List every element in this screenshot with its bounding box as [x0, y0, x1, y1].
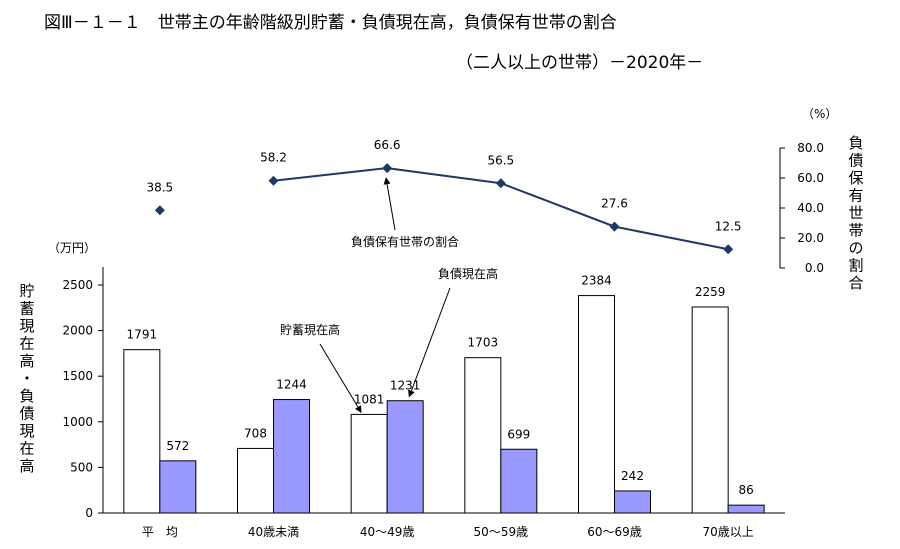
debt-value-label: 699: [507, 427, 530, 441]
right-axis-title-char: の: [848, 239, 863, 257]
left-tick-label: 2000: [62, 324, 93, 338]
right-axis-title-char: 帯: [848, 222, 863, 240]
savings-annotation: 貯蓄現在高: [280, 322, 340, 337]
savings-bar: [578, 295, 615, 514]
savings-bar: [350, 413, 388, 514]
left-tick-label: 2500: [62, 278, 93, 292]
debt-bar: [500, 448, 538, 514]
right-tick-label: 60.0: [797, 171, 824, 185]
right-axis-title-char: 有: [848, 187, 863, 205]
right-axis: 0.0 20.0 40.0 60.0 80.0 （%） 負債保有世帯の割合: [779, 107, 864, 292]
savings-value-label: 1791: [127, 328, 158, 342]
savings-annotation-arrow: [319, 343, 362, 414]
savings-value-label: 1081: [354, 392, 385, 406]
left-axis-title-char: 高: [19, 457, 34, 475]
chart-subtitle: （二人以上の世帯）－2020年－: [456, 53, 704, 73]
ratio-annotation: 負債保有世帯の割合: [351, 234, 459, 249]
right-axis-title-char: 割: [848, 257, 863, 275]
right-tick-label: 80.0: [797, 141, 824, 155]
left-axis-title-char: 蓄: [19, 300, 34, 318]
ratio-point-marker: [723, 244, 734, 255]
left-tick-label: 1500: [62, 369, 93, 383]
category-label: 60～69歳: [587, 525, 642, 539]
savings-value-label: 2384: [581, 274, 612, 288]
left-axis-title-char: 在: [19, 440, 34, 458]
debt-value-label: 572: [166, 439, 189, 453]
category-label-layer: 平 均 40歳未満 40～49歳 50～59歳 60～69歳 70歳以上: [142, 525, 754, 539]
savings-value-label: 2259: [695, 285, 726, 299]
right-axis-title-char: 債: [848, 152, 863, 170]
debt-value-label: 86: [739, 483, 754, 497]
category-label: 50～59歳: [474, 525, 529, 539]
ratio-value-label: 38.5: [146, 180, 173, 194]
category-label: 40～49歳: [360, 525, 415, 539]
category-label: 70歳以上: [703, 525, 754, 539]
left-tick-label: 0: [85, 506, 93, 520]
chart-title: 図Ⅲ－１－１ 世帯主の年齢階級別貯蓄・負債現在高，負債保有世帯の割合: [44, 13, 617, 33]
left-axis-title-char: 負: [19, 387, 34, 405]
debt-bar: [727, 504, 765, 514]
right-axis-title-char: 合: [848, 274, 863, 292]
debt-value-label: 1244: [276, 378, 307, 392]
right-tick-label: 0.0: [805, 261, 824, 275]
left-tick-label: 1000: [62, 415, 93, 429]
left-axis-title-char: 現: [19, 317, 34, 335]
debt-bar: [159, 460, 197, 514]
debt-annotation-arrow: [408, 287, 451, 398]
ratio-point-marker: [268, 175, 279, 186]
ratio-value-label: 12.5: [715, 219, 742, 233]
savings-value-label: 708: [244, 426, 267, 440]
debt-bar: [386, 400, 424, 514]
bar-label-layer: 1791 572 708 1244 1081 1231 1703 699 2384 242 2259…: [127, 274, 754, 498]
ratio-value-label: 58.2: [260, 151, 287, 165]
category-label: 40歳未満: [248, 525, 299, 539]
left-axis-title-char: ・: [19, 370, 34, 388]
savings-bar: [691, 306, 729, 514]
debt-value-label: 242: [621, 469, 644, 483]
left-axis-title-char: 現: [19, 422, 34, 440]
ratio-line-layer: 38.5 58.2 66.6 56.5 27.6 12.5: [146, 138, 742, 255]
debt-bar: [614, 490, 651, 514]
left-axis-title-char: 在: [19, 335, 34, 353]
left-axis-title-char: 債: [19, 405, 34, 423]
left-axis-unit: （万円）: [48, 241, 96, 255]
ratio-point-marker: [495, 178, 506, 189]
right-axis-title-char: 世: [848, 204, 863, 222]
ratio-value-label: 66.6: [374, 138, 401, 152]
debt-bar: [273, 399, 310, 514]
ratio-point-marker: [154, 205, 165, 216]
savings-bar: [123, 349, 161, 514]
savings-value-label: 1703: [468, 336, 499, 350]
left-tick-label: 500: [70, 460, 93, 474]
left-axis-title-char: 貯: [19, 282, 34, 300]
right-tick-label: 40.0: [797, 201, 824, 215]
right-axis-unit: （%）: [802, 107, 837, 121]
ratio-point-marker: [382, 163, 393, 174]
right-axis-title-char: 保: [848, 169, 863, 187]
debt-annotation: 負債現在高: [438, 266, 498, 281]
debt-value-label: 1231: [390, 379, 421, 393]
right-axis-title-char: 負: [848, 134, 863, 152]
ratio-point-marker: [609, 221, 620, 232]
ratio-value-label: 27.6: [601, 197, 628, 211]
right-tick-label: 20.0: [797, 231, 824, 245]
category-label: 平 均: [142, 525, 178, 539]
ratio-annotation-arrow: [383, 177, 396, 231]
left-axis-title-char: 高: [19, 352, 34, 370]
savings-bar: [464, 357, 502, 514]
savings-bar: [237, 447, 274, 514]
bar-layer: [123, 295, 765, 514]
ratio-value-label: 56.5: [487, 153, 514, 167]
